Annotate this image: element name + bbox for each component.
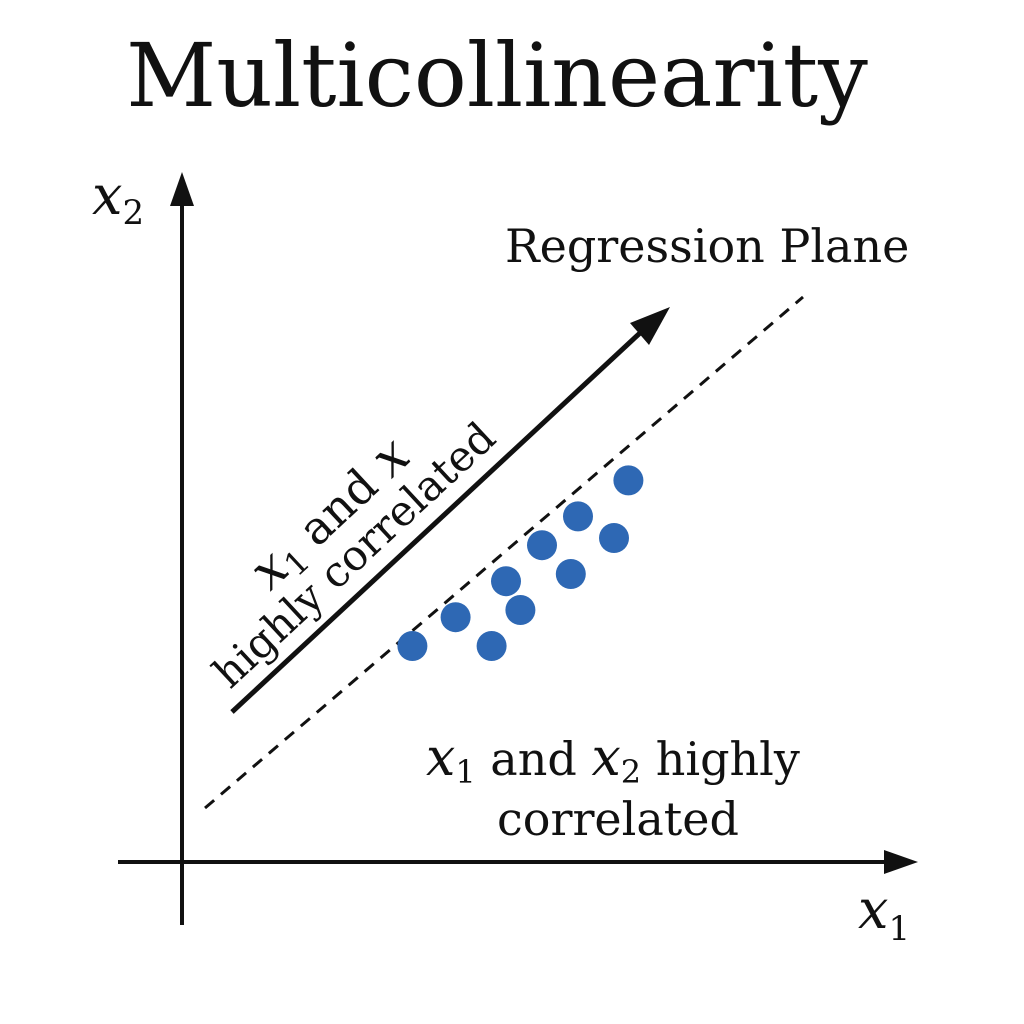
bottom-label-line1: x1 and x2 highly xyxy=(426,728,800,791)
scatter-point xyxy=(491,566,521,597)
scatter-point xyxy=(527,530,557,561)
scatter-point xyxy=(476,631,507,661)
x-axis-label: x1 xyxy=(858,878,910,949)
correlation-arrow xyxy=(230,331,642,714)
axes xyxy=(118,172,918,925)
scatter-point xyxy=(505,595,536,625)
scatter-points xyxy=(397,465,644,661)
y-axis-label: x2 xyxy=(92,164,144,233)
regression-plane-label: Regression Plane xyxy=(505,219,909,273)
scatter-point xyxy=(563,501,593,532)
arrow-label: x1 and x highly correlated xyxy=(203,412,504,697)
scatter-point xyxy=(555,559,586,589)
correlation-arrowhead xyxy=(630,307,670,345)
scatter-point xyxy=(397,631,428,661)
regression-plane-line xyxy=(204,295,804,810)
page-title: Multicollinearity xyxy=(126,24,868,127)
scatter-point xyxy=(440,602,471,633)
y-axis-arrowhead xyxy=(170,172,194,206)
scatter-point xyxy=(599,523,629,553)
scatter-point xyxy=(613,465,644,496)
bottom-label-line2: correlated xyxy=(497,792,739,846)
x-axis-arrowhead xyxy=(884,850,918,874)
